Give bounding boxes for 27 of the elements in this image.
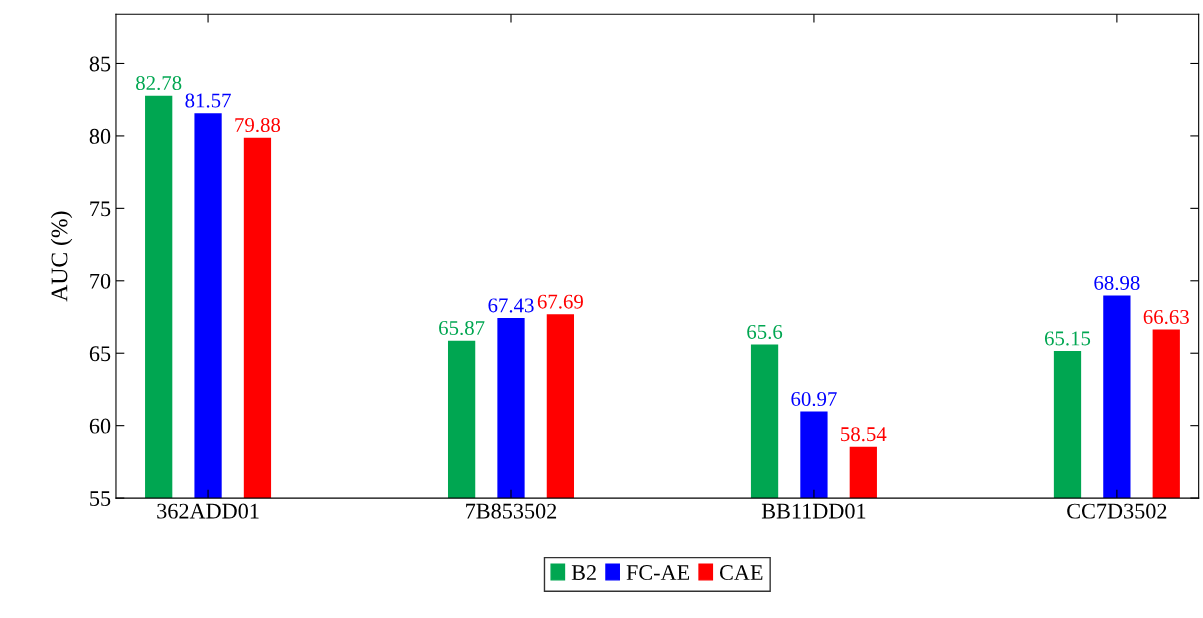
x-tick-label: 362ADD01	[157, 503, 259, 519]
x-tick-label: 7B853502	[466, 503, 557, 519]
data-label: 67.69	[537, 294, 583, 309]
x-tick-label: CC7D3502	[1067, 503, 1167, 519]
data-label: 58.54	[841, 427, 887, 442]
data-label: 82.78	[136, 75, 182, 91]
data-label: 67.43	[488, 298, 534, 313]
y-tick-label: 80	[89, 128, 111, 144]
data-label: 60.97	[791, 391, 837, 407]
legend-label: FC-AE	[626, 565, 690, 581]
y-tick-label: 75	[90, 201, 111, 217]
y-tick-label: 85	[89, 56, 111, 72]
data-label: 65.15	[1044, 331, 1091, 346]
data-label: 65.6	[747, 324, 783, 340]
data-label: 66.63	[1143, 309, 1189, 325]
x-tick-label: BB11DD01	[761, 503, 866, 519]
data-label: 81.57	[185, 93, 231, 108]
y-tick-label: 65	[89, 346, 111, 362]
data-label: 65.87	[439, 320, 485, 336]
legend-label: CAE	[719, 565, 763, 581]
y-tick-label: 70	[90, 273, 111, 289]
y-axis-title: AUC (%)	[50, 211, 73, 302]
y-tick-label: 60	[89, 418, 111, 434]
data-label: 79.88	[235, 117, 281, 133]
legend-label: B2	[571, 565, 596, 580]
y-tick-label: 55	[90, 491, 111, 507]
data-label: 68.98	[1094, 275, 1140, 291]
